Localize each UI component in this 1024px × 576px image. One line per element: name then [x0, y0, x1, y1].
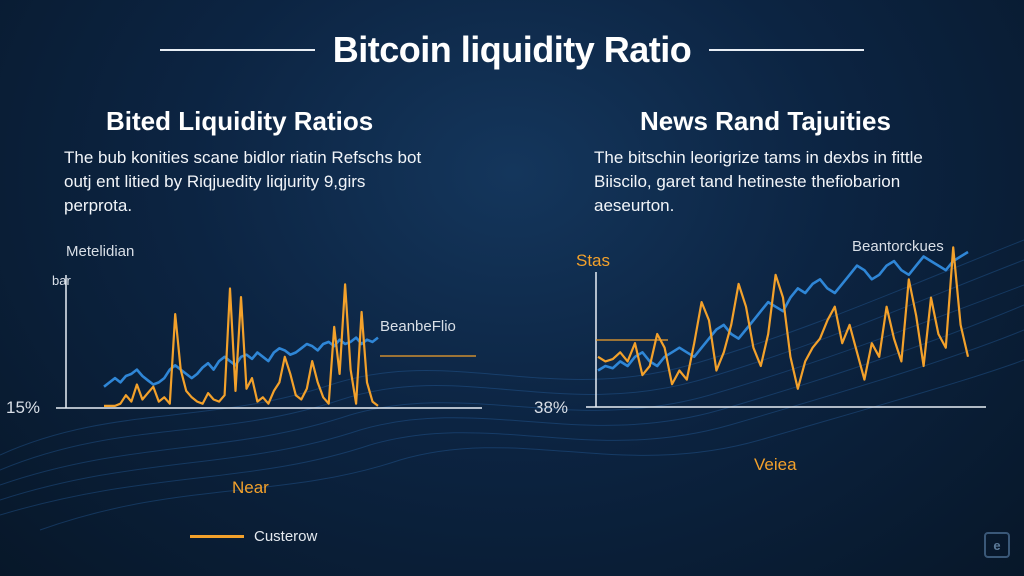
left-axes	[56, 275, 482, 409]
left-baseline-label: 15%	[6, 398, 41, 417]
right-baseline-label: 38%	[534, 398, 569, 417]
page-title: Bitcoin liquidity Ratio	[332, 29, 692, 70]
right-panel-description: The bitschin leorigrize tams in dexbs in…	[594, 148, 923, 215]
right-axis-label: Stas	[576, 251, 611, 270]
left-panel-description: The bub konities scane bidlor riatin Ref…	[64, 148, 422, 215]
legend-swatch	[190, 535, 244, 538]
wave-background	[0, 239, 1024, 531]
legend-label: Custerow	[254, 528, 318, 545]
legend: Custerow	[190, 528, 317, 545]
left-top-label: Metelidian	[66, 243, 135, 260]
right-series-line-orange	[597, 246, 970, 390]
right-series-group	[597, 246, 970, 390]
right-panel-title: News Rand Tajuities	[640, 106, 891, 136]
title-rule-right	[709, 49, 865, 51]
right-series-line-blue	[597, 250, 969, 372]
title-row: Bitcoin liquidity Ratio	[0, 22, 1024, 78]
left-x-label: Near	[232, 478, 269, 497]
left-series-line-orange	[104, 283, 379, 407]
left-series-group	[103, 283, 379, 407]
left-axis-label: bar	[52, 273, 71, 288]
title-rule-left	[159, 49, 315, 51]
right-x-label: Veiea	[754, 455, 797, 474]
logo-icon: e	[984, 532, 1010, 558]
right-series-label: Beantorckues	[852, 238, 944, 255]
left-series-label: BeanbeFlio	[380, 318, 456, 335]
left-panel-title: Bited Liquidity Ratios	[106, 106, 374, 136]
